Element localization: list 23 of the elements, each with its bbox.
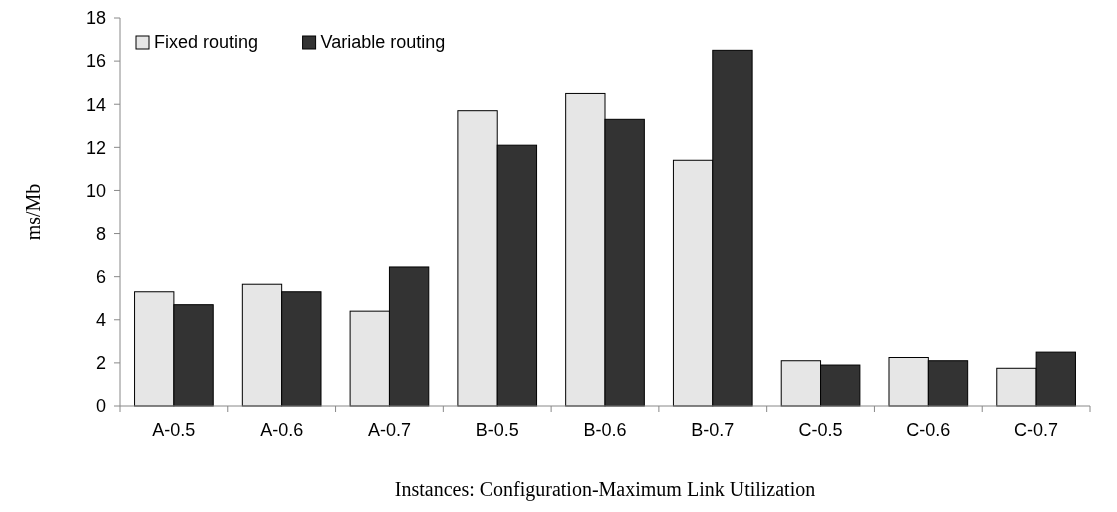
y-tick-label: 16: [85, 51, 106, 72]
x-tick-label: A-0.7: [367, 420, 411, 440]
legend-label: Fixed routing: [154, 32, 259, 52]
x-tick-label: A-0.6: [260, 420, 304, 440]
y-tick-label: 18: [85, 8, 106, 29]
x-tick-label: B-0.6: [583, 420, 627, 440]
x-tick-label: C-0.6: [906, 420, 951, 440]
x-tick-label: C-0.5: [798, 420, 843, 440]
legend-label: Variable routing: [320, 32, 446, 52]
y-tick-label: 14: [85, 94, 106, 115]
x-tick-label: C-0.7: [1014, 420, 1059, 440]
y-tick-label: 4: [95, 310, 106, 331]
y-tick-label: 8: [95, 223, 106, 244]
y-tick-label: 10: [85, 180, 106, 201]
x-axis-title: Instances: Configuration-Maximum Link Utilization: [394, 478, 816, 501]
y-tick-label: 0: [95, 396, 106, 417]
y-tick-label: 2: [95, 353, 106, 374]
y-tick-label: 12: [85, 137, 106, 158]
x-tick-label: B-0.5: [475, 420, 519, 440]
y-tick-label: 6: [95, 266, 106, 287]
y-axis-title: ms/Mb: [22, 183, 44, 241]
x-tick-label: A-0.5: [152, 420, 196, 440]
x-tick-label: B-0.7: [691, 420, 735, 440]
